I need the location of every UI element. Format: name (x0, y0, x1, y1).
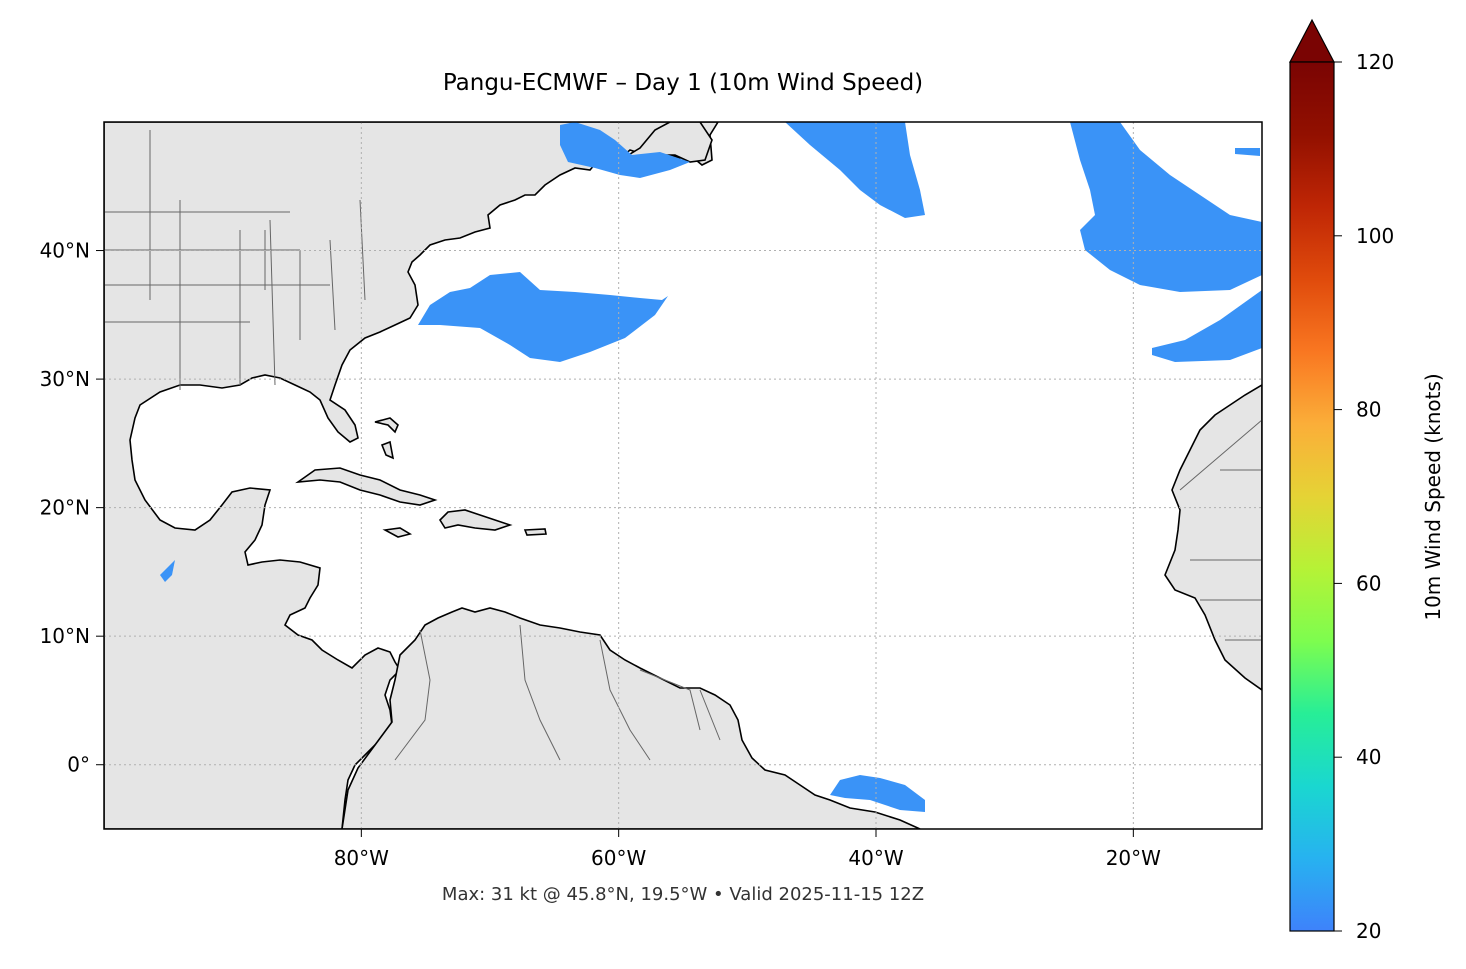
footer-info: Max: 31 kt @ 45.8°N, 19.5°W • Valid 2025… (441, 884, 925, 905)
wind-patch-mid-atlantic-north (785, 122, 925, 218)
wind-patch-azores (1152, 290, 1262, 362)
lon-tick-label: 80°W (334, 846, 389, 870)
colorbar-scale (1289, 61, 1335, 932)
wind-patch-equatorial (830, 775, 925, 812)
lat-tick-label: 10°N (40, 624, 90, 648)
north-america-land (104, 122, 719, 829)
puerto-rico-land (523, 528, 547, 536)
colorbar-label: 10m Wind Speed (knots) (1421, 373, 1445, 620)
colorbar-tick-label: 100 (1356, 224, 1394, 248)
bahamas-land (374, 417, 399, 460)
lat-tick-label: 40°N (40, 239, 90, 263)
wind-patch-western-atlantic (418, 272, 668, 362)
wind-patch-pacific (160, 560, 175, 582)
colorbar-tick-label: 20 (1356, 919, 1381, 943)
state-borders (104, 130, 1262, 761)
lon-tick-label: 40°W (848, 846, 903, 870)
lat-tick-label: 0° (67, 753, 90, 777)
jamaica-land (382, 527, 413, 538)
lon-tick-label: 20°W (1106, 846, 1161, 870)
south-america-land (341, 607, 921, 829)
map-frame (103, 121, 1263, 830)
colorbar-extend-arrow (1289, 18, 1335, 63)
lat-tick-label: 30°N (40, 367, 90, 391)
colorbar-tick-label: 120 (1356, 50, 1394, 74)
wind-patch-nw-corner (1235, 148, 1260, 156)
colorbar-tick-label: 60 (1356, 571, 1381, 595)
longitude-ticks: 80°W 60°W 40°W 20°W (334, 829, 1161, 870)
africa-land (1164, 384, 1262, 691)
wind-patch-newfoundland (560, 122, 690, 178)
gridlines (104, 122, 1262, 829)
chart-title: Pangu-ECMWF – Day 1 (10m Wind Speed) (442, 70, 924, 96)
latitude-ticks: 0° 10°N 20°N 30°N 40°N (40, 239, 104, 777)
lon-tick-label: 60°W (591, 846, 646, 870)
wind-patch-eastern-atlantic (1070, 122, 1262, 292)
colorbar-tick-label: 40 (1356, 745, 1381, 769)
hispaniola-land (438, 509, 513, 531)
colorbar: 20 40 60 80 100 120 10m Wind Speed (knots) (1289, 18, 1445, 943)
lat-tick-label: 20°N (40, 496, 90, 520)
colorbar-ticks: 20 40 60 80 100 120 (1334, 50, 1394, 943)
cuba-land (295, 467, 438, 506)
map-area (104, 122, 1262, 829)
wind-speed-field (160, 122, 1262, 812)
colorbar-tick-label: 80 (1356, 398, 1381, 422)
